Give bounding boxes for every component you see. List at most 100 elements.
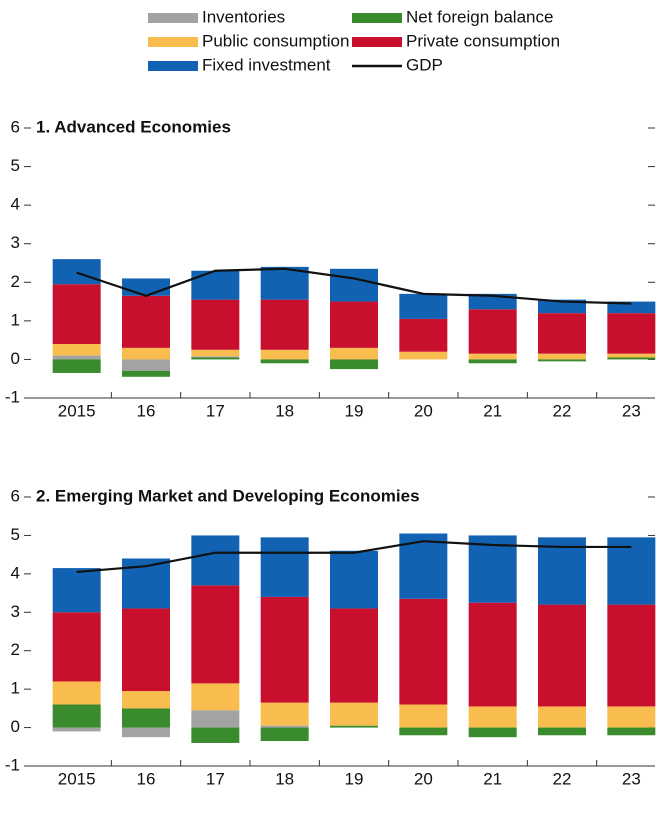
bar-segment: [191, 710, 240, 728]
bar-segment: [607, 301, 656, 314]
y-tick-label: 1: [11, 679, 20, 698]
legend-swatch: [148, 37, 198, 47]
x-tick-label: 17: [206, 769, 225, 788]
bar-segment: [330, 268, 378, 302]
bar-segment: [191, 349, 240, 357]
x-tick-label: 19: [345, 769, 364, 788]
legend-label: Fixed investment: [202, 55, 331, 74]
y-tick-label: -1: [5, 387, 20, 406]
bar-segment: [399, 351, 448, 360]
gdp-line: [76, 267, 632, 305]
bar-segment: [191, 585, 240, 684]
bar-segment: [52, 359, 101, 373]
y-tick-label: 4: [11, 563, 20, 582]
y-tick-label: 0: [11, 717, 20, 736]
legend-label: Public consumption: [202, 31, 349, 50]
bar-segment: [607, 604, 656, 707]
legend-swatch: [352, 37, 402, 47]
y-tick-label: 2: [11, 272, 20, 291]
bar-segment: [538, 706, 586, 728]
x-tick-label: 2015: [58, 769, 96, 788]
bar-segment: [399, 293, 448, 319]
bar-segment: [538, 313, 586, 354]
bar-segment: [330, 359, 378, 370]
y-tick-label: 4: [11, 195, 20, 214]
bar-segment: [52, 704, 101, 728]
bar-segment: [260, 266, 309, 300]
bar-segment: [538, 537, 586, 605]
bar-segment: [538, 604, 586, 707]
bar-segment: [468, 353, 517, 360]
y-tick-label: 5: [11, 156, 20, 175]
bar-segment: [399, 727, 448, 736]
x-tick-label: 22: [553, 769, 572, 788]
bar-segment: [607, 313, 656, 354]
bar-segment: [260, 349, 309, 360]
bar-segment: [191, 299, 240, 350]
bar-segment: [607, 537, 656, 605]
bar-segment: [538, 299, 586, 314]
bar-segment: [52, 344, 101, 356]
bar-segment: [468, 727, 517, 738]
bar-segment: [607, 357, 656, 360]
bar-segment: [122, 359, 170, 371]
legend-swatch: [148, 13, 198, 23]
bar-segment: [330, 550, 378, 609]
y-tick-label: 5: [11, 525, 20, 544]
x-tick-label: 19: [345, 401, 364, 420]
bar-segment: [468, 602, 517, 707]
x-tick-label: 16: [137, 401, 156, 420]
y-tick-label: 3: [11, 602, 20, 621]
y-tick-label: 6: [11, 486, 20, 505]
bar-segment: [468, 309, 517, 354]
bar-segment: [399, 704, 448, 728]
bar-segment: [399, 318, 448, 352]
bar-segment: [330, 301, 378, 348]
legend-label: GDP: [406, 55, 443, 74]
bar-segment: [468, 706, 517, 728]
bar-segment: [52, 612, 101, 682]
bar-segment: [191, 270, 240, 300]
y-tick-label: 3: [11, 233, 20, 252]
gdp-line: [76, 540, 632, 574]
x-tick-label: 23: [622, 401, 641, 420]
bar-segment: [468, 359, 517, 364]
bar-segment: [260, 537, 309, 597]
bar-segment: [330, 608, 378, 703]
bar-segment: [330, 725, 378, 728]
bar-segment: [260, 299, 309, 350]
bar-segment: [538, 359, 586, 362]
x-tick-label: 20: [414, 401, 433, 420]
bar-segment: [399, 598, 448, 705]
x-tick-label: 22: [553, 401, 572, 420]
legend-swatch: [352, 13, 402, 23]
bar-segment: [260, 725, 309, 728]
bar-segment: [52, 568, 101, 613]
bar-segment: [468, 535, 517, 603]
legend-swatch: [148, 61, 198, 71]
bar-segment: [52, 681, 101, 705]
bar-segment: [122, 708, 170, 728]
bar-segment: [607, 706, 656, 728]
legend-label: Inventories: [202, 7, 285, 26]
bar-segment: [122, 347, 170, 360]
bar-segment: [191, 535, 240, 586]
x-tick-label: 18: [275, 401, 294, 420]
bar-segment: [260, 727, 309, 742]
bar-segment: [191, 727, 240, 743]
bar-segment: [122, 295, 170, 348]
bar-segment: [122, 608, 170, 692]
bar-segment: [330, 702, 378, 726]
bar-segment: [122, 727, 170, 738]
bar-segment: [52, 727, 101, 732]
bar-segment: [52, 355, 101, 360]
bar-segment: [52, 284, 101, 344]
y-tick-label: 1: [11, 310, 20, 329]
legend-label: Net foreign balance: [406, 7, 553, 26]
bar-segment: [607, 727, 656, 736]
bar-segment: [122, 371, 170, 377]
x-tick-label: 20: [414, 769, 433, 788]
bar-segment: [191, 357, 240, 360]
legend-label: Private consumption: [406, 31, 560, 50]
